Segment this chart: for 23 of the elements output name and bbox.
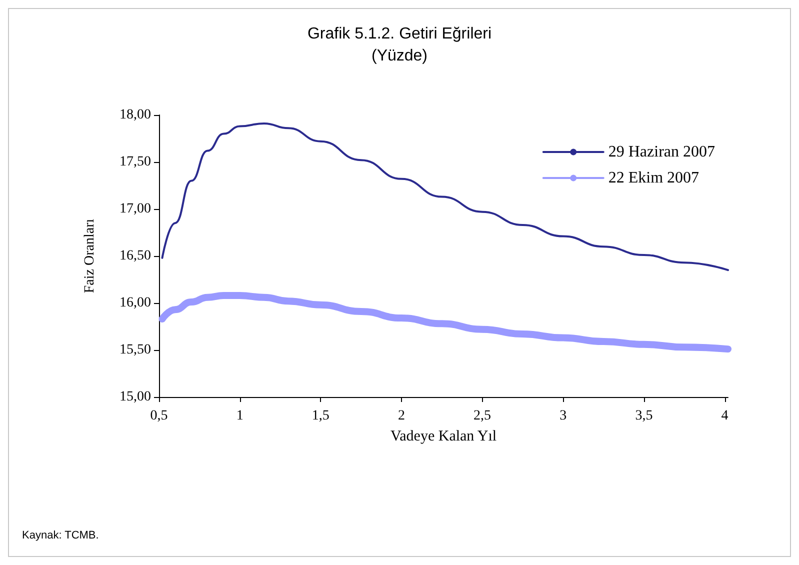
chart-title: Grafik 5.1.2. Getiri Eğrileri [307,26,492,42]
x-tick-label: 2 [398,408,405,424]
y-tick-label: 16,00 [120,296,151,310]
x-tick-label: 3,5 [635,408,653,424]
y-tick-label: 15,50 [120,342,151,358]
legend-label: 29 Haziran 2007 [608,144,716,160]
x-tick-label: 0,5 [150,408,168,424]
y-tick-label: 16,50 [120,248,151,264]
legend-label: 22 Ekim 2007 [608,170,700,186]
x-axis-title: Vadeye Kalan Yıl [390,428,497,444]
x-tick-label: 2,5 [474,408,492,424]
y-axis-title: Faiz Oranları [82,218,98,294]
chart-subtitle: (Yüzde) [371,48,428,64]
y-tick-label: 17,00 [120,202,151,216]
x-tick-label: 1,5 [312,408,330,424]
y-tick-label: 17,50 [120,154,151,170]
x-tick-label: 1 [236,408,244,424]
line-series [161,122,729,272]
text: Kaynak: TCMB. [22,530,99,542]
x-tick-label: 3 [560,408,567,424]
y-tick-label: 18,00 [120,108,151,122]
x-tick-label: 4 [721,408,728,424]
y-tick-label: 15,00 [120,390,151,404]
